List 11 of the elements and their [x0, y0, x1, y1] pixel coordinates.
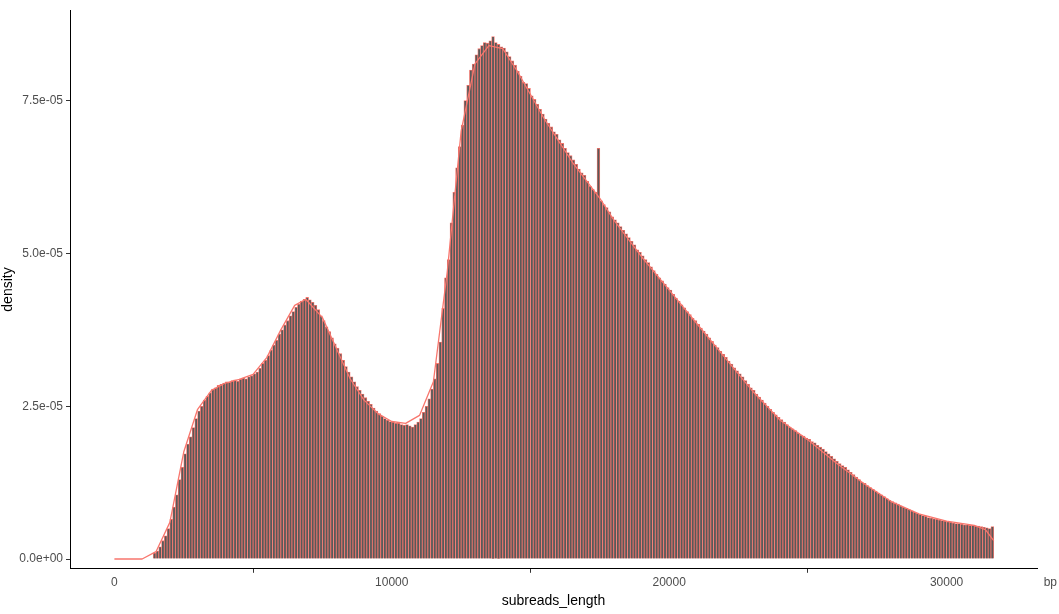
x-tick-label: 10000 [375, 575, 409, 590]
x-axis-title: subreads_length [501, 592, 606, 609]
x-tick-label: 20000 [652, 575, 687, 590]
y-tick-label: 5.0e-05 [22, 245, 64, 260]
y-tick-label: 0.0e+00 [19, 551, 64, 566]
y-tick-label: 2.5e-05 [22, 398, 64, 413]
y-tick-label: 7.5e-05 [22, 92, 64, 107]
x-tick-label: 0 [111, 575, 119, 590]
y-axis-title: density [0, 267, 16, 312]
text: bp [1043, 575, 1058, 590]
x-tick-label: 30000 [929, 575, 964, 590]
